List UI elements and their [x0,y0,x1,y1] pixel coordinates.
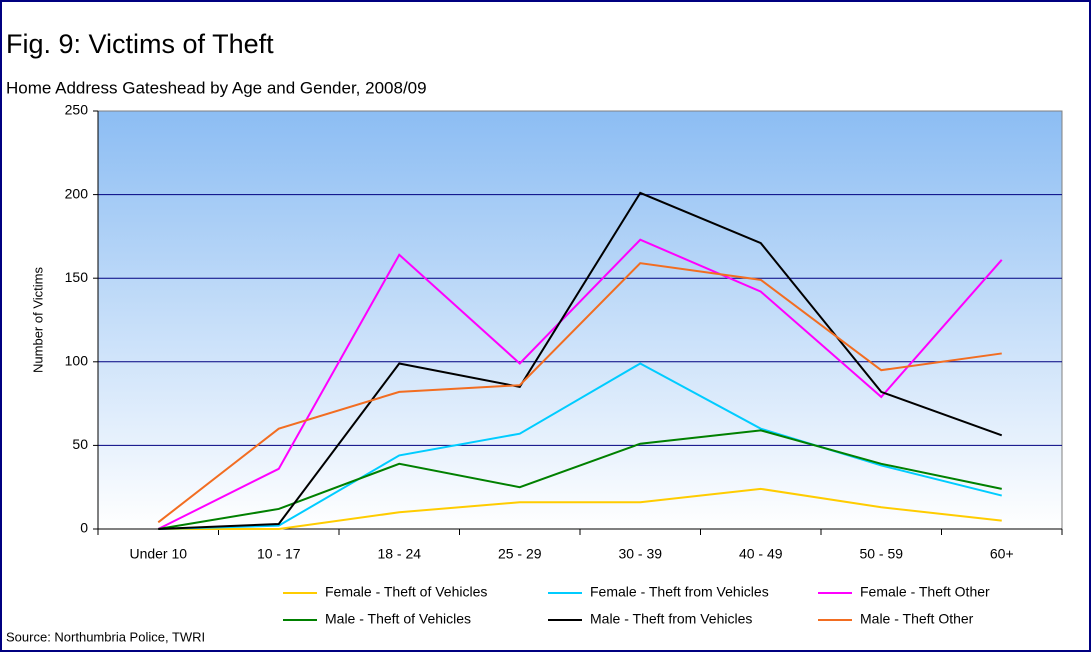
legend-label: Female - Theft from Vehicles [590,584,769,600]
chart-subtitle: Home Address Gateshead by Age and Gender… [6,78,427,97]
y-tick-label: 100 [65,353,89,369]
plot-area [97,110,1063,530]
x-tick-label: 60+ [990,546,1014,562]
series-line [158,362,1002,530]
x-tick-label: 30 - 39 [618,546,662,562]
series-line [158,191,1003,530]
x-tick-label: 25 - 29 [498,546,542,562]
y-tick-label: 200 [65,185,89,201]
legend-label: Male - Theft from Vehicles [590,611,752,627]
x-tick-label: 40 - 49 [739,546,783,562]
y-tick-label: 50 [72,436,88,452]
y-tick-label: 150 [65,269,89,285]
y-tick-label: 0 [80,520,88,536]
x-tick-label: 50 - 59 [859,546,903,562]
legend-label: Male - Theft of Vehicles [325,611,471,627]
series-line [158,487,1002,530]
chart-title: Fig. 9: Victims of Theft [6,29,274,59]
series-line [157,238,1003,530]
y-axis-label: Number of Victims [30,267,45,373]
y-tick-label: 250 [65,102,89,118]
x-tick-label: 18 - 24 [377,546,421,562]
source: Source: Northumbria Police, TWRI [6,629,205,644]
series-line [157,262,1002,524]
legend-label: Male - Theft Other [860,611,974,627]
legend-label: Female - Theft Other [860,584,990,600]
series-line [158,429,1002,530]
x-tick-label: Under 10 [129,546,187,562]
legend-label: Female - Theft of Vehicles [325,584,487,600]
x-tick-label: 10 - 17 [257,546,301,562]
